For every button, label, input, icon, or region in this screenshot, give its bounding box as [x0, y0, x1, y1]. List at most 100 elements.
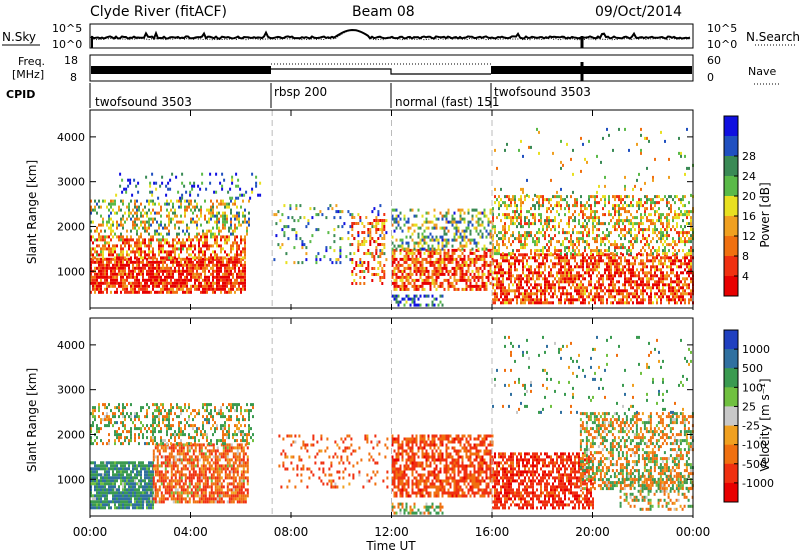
data-cell	[218, 202, 220, 206]
data-cell	[455, 272, 458, 276]
data-cell	[373, 273, 376, 276]
data-cell	[688, 237, 690, 241]
data-cell	[192, 266, 194, 270]
data-cell	[600, 198, 602, 202]
data-cell	[592, 231, 594, 235]
data-cell	[90, 220, 92, 224]
data-cell	[433, 208, 436, 212]
data-cell	[110, 260, 112, 264]
data-cell	[90, 235, 92, 239]
data-cell	[636, 274, 638, 278]
data-cell	[212, 269, 214, 273]
data-cell	[620, 256, 622, 260]
data-cell	[622, 271, 624, 275]
data-cell	[236, 226, 238, 230]
data-cell	[550, 289, 552, 293]
data-cell	[598, 265, 600, 269]
data-cell	[610, 292, 612, 296]
data-cell	[443, 278, 446, 282]
data-cell	[630, 271, 632, 275]
data-cell	[481, 278, 484, 282]
data-cell	[618, 301, 620, 305]
data-cell	[216, 287, 218, 291]
data-cell	[132, 272, 134, 276]
data-cell	[383, 276, 386, 279]
data-cell	[92, 235, 94, 239]
data-cell	[644, 213, 646, 217]
data-cell	[194, 235, 196, 239]
data-cell	[522, 154, 524, 158]
data-cell	[222, 223, 224, 227]
data-cell	[148, 275, 150, 279]
data-cell	[576, 204, 578, 208]
data-cell	[204, 260, 206, 264]
data-cell	[534, 249, 536, 253]
data-cell	[644, 262, 646, 266]
data-cell	[544, 237, 546, 241]
data-cell	[349, 252, 352, 256]
data-cell	[610, 268, 612, 272]
data-cell	[194, 266, 196, 270]
data-cell	[150, 281, 152, 285]
data-cell	[546, 298, 548, 302]
data-cell	[494, 298, 496, 302]
data-cell	[214, 235, 216, 239]
data-cell	[622, 234, 624, 238]
data-cell	[544, 283, 546, 287]
data-cell	[660, 298, 662, 302]
data-cell	[104, 506, 106, 510]
data-cell	[441, 303, 444, 307]
data-cell	[245, 190, 248, 194]
data-cell	[588, 234, 590, 238]
data-cell	[596, 292, 598, 296]
data-cell	[307, 222, 310, 226]
data-cell	[240, 263, 242, 267]
data-cell	[120, 284, 122, 288]
data-cell	[463, 257, 466, 261]
data-cell	[602, 280, 604, 284]
data-cell	[608, 277, 610, 281]
data-cell	[238, 284, 240, 288]
data-cell	[122, 272, 124, 276]
data-cell	[532, 204, 534, 208]
data-cell	[524, 234, 526, 238]
data-cell	[110, 223, 112, 227]
data-cell	[612, 274, 614, 278]
data-cell	[528, 280, 530, 284]
data-cell	[100, 497, 102, 501]
data-cell	[393, 260, 396, 264]
data-cell	[184, 211, 186, 215]
data-cell	[106, 473, 108, 477]
data-cell	[638, 274, 640, 278]
data-cell	[158, 247, 160, 251]
data-cell	[178, 284, 180, 288]
data-cell	[672, 286, 674, 290]
data-cell	[534, 213, 536, 217]
data-cell	[403, 297, 406, 301]
data-cell	[614, 222, 616, 226]
data-cell	[666, 228, 668, 232]
data-cell	[397, 266, 400, 270]
data-cell	[646, 207, 648, 211]
data-cell	[612, 216, 614, 220]
data-cell	[329, 246, 332, 250]
data-cell	[166, 269, 168, 273]
data-cell	[564, 280, 566, 284]
data-cell	[447, 241, 450, 245]
data-cell	[152, 263, 154, 267]
data-cell	[182, 238, 184, 242]
data-cell	[534, 234, 536, 238]
data-cell	[642, 280, 644, 284]
data-cell	[492, 283, 494, 287]
data-cell	[160, 205, 162, 209]
data-cell	[190, 263, 192, 267]
data-cell	[419, 284, 422, 288]
data-cell	[289, 204, 292, 208]
data-cell	[419, 254, 422, 258]
data-cell	[590, 204, 592, 208]
data-cell	[158, 211, 160, 215]
data-cell	[534, 259, 536, 263]
data-cell	[666, 222, 668, 226]
data-cell	[640, 259, 642, 263]
data-cell	[508, 225, 510, 229]
